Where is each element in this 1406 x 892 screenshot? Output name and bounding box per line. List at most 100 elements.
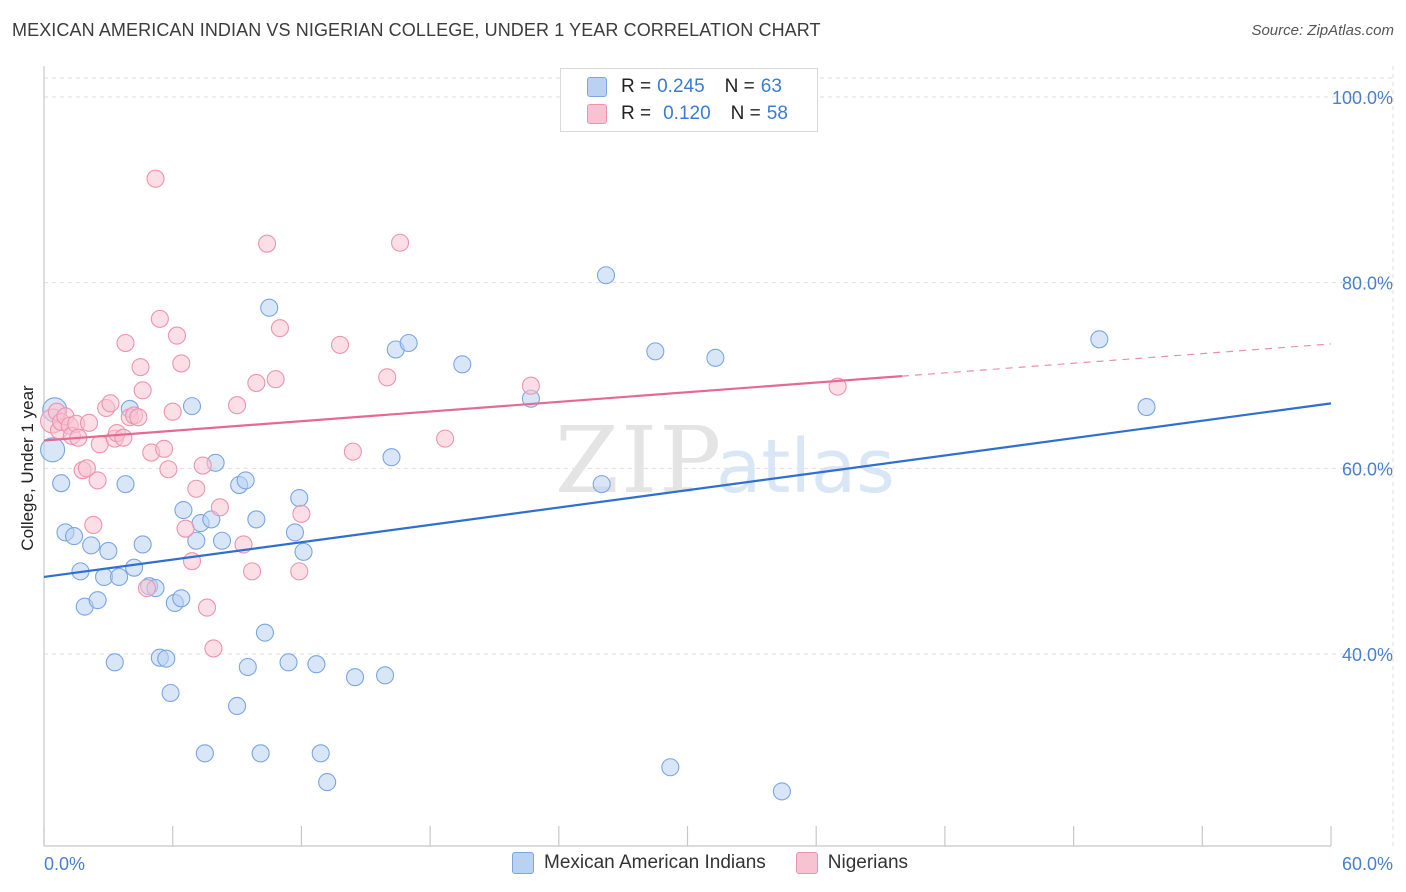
data-point (596, 266, 616, 285)
data-point (150, 309, 169, 328)
data-point (167, 326, 187, 345)
data-point (187, 479, 206, 498)
data-point (146, 169, 165, 188)
n-label: N = (730, 103, 761, 124)
data-point (84, 515, 103, 535)
data-point (52, 474, 71, 493)
data-point (436, 429, 455, 448)
n-value: 58 (766, 103, 788, 124)
y-tick-label: 80.0% (1342, 274, 1393, 294)
legend-item-nigerians[interactable]: Nigerians (795, 852, 908, 874)
data-point (131, 358, 150, 377)
trend-lines (43, 343, 1332, 579)
data-point (163, 402, 182, 421)
data-point (228, 396, 247, 415)
data-point (391, 233, 410, 252)
data-point (290, 562, 309, 581)
r-label: R = (621, 103, 652, 124)
data-point (125, 558, 144, 577)
data-point (40, 437, 66, 463)
data-point (266, 370, 285, 389)
trend-line-1 (43, 375, 903, 442)
data-point (661, 758, 680, 777)
legend-swatch-blue (512, 852, 534, 874)
source-label: Source: ZipAtlas.com (1251, 22, 1394, 39)
legend-swatch-pink (587, 104, 607, 124)
data-point (174, 501, 193, 520)
data-point (243, 562, 262, 581)
data-point (88, 471, 107, 490)
n-value: 63 (760, 76, 782, 97)
data-point (64, 527, 84, 546)
data-point (318, 773, 337, 792)
data-point (157, 649, 176, 668)
watermark: ZIP atlas (555, 407, 895, 514)
legend-swatch-blue (587, 77, 607, 97)
data-point (399, 333, 418, 353)
data-point (772, 782, 791, 801)
data-point (161, 683, 180, 703)
data-point (77, 459, 96, 478)
data-point (292, 504, 311, 523)
data-point (116, 475, 135, 494)
x-tick-label: 60.0% (1342, 854, 1393, 874)
data-point (330, 335, 350, 354)
data-point (116, 333, 135, 353)
y-tick-label: 100.0% (1332, 88, 1393, 108)
data-point (706, 348, 725, 367)
data-point (285, 523, 305, 542)
data-point (279, 653, 298, 672)
data-point (182, 397, 202, 416)
legend-item-mexican-american-indians[interactable]: Mexican American Indians (512, 852, 766, 874)
data-point (521, 376, 540, 395)
data-point (1137, 398, 1156, 417)
data-point (247, 510, 266, 529)
data-point (88, 591, 107, 610)
data-point (195, 744, 214, 763)
r-label: R = (621, 76, 652, 97)
data-point (307, 655, 326, 674)
y-tick-label: 40.0% (1342, 645, 1393, 665)
data-point (129, 408, 148, 427)
data-point (1090, 330, 1109, 349)
data-point (382, 448, 401, 467)
data-point (238, 657, 257, 677)
data-point (133, 381, 152, 400)
data-point (159, 460, 178, 479)
data-point (247, 373, 266, 392)
data-points (40, 169, 1156, 801)
data-point (236, 471, 255, 490)
data-point (260, 298, 279, 317)
r-value: 0.120 (663, 103, 711, 124)
data-point (228, 696, 247, 716)
data-point (828, 377, 847, 396)
watermark-zip: ZIP (555, 407, 723, 514)
stats-legend: R = 0.245 N = 63 R = 0.120 N = 58 (560, 68, 818, 132)
data-point (172, 354, 191, 373)
trend-line-dashed-1 (901, 343, 1332, 377)
x-tick-labels: 0.0% 60.0% (44, 854, 1393, 874)
data-point (592, 475, 611, 494)
data-point (212, 531, 232, 550)
watermark-atlas: atlas (716, 424, 895, 510)
data-point (343, 442, 362, 461)
data-point (294, 542, 313, 561)
data-point (258, 234, 277, 253)
data-point (251, 744, 270, 763)
series-mexican-american-indians (40, 266, 1156, 801)
y-tick-labels: 40.0% 60.0% 80.0% 100.0% (1332, 88, 1393, 665)
data-point (105, 653, 124, 672)
data-point (95, 567, 114, 586)
data-point (172, 589, 191, 608)
data-point (311, 744, 330, 763)
chart-title: MEXICAN AMERICAN INDIAN VS NIGERIAN COLL… (12, 20, 821, 40)
data-point (193, 456, 212, 475)
data-point (187, 531, 206, 550)
data-point (290, 488, 309, 508)
data-point (155, 439, 174, 458)
y-tick-label: 60.0% (1342, 459, 1393, 479)
data-point (82, 536, 101, 555)
data-point (376, 666, 395, 685)
data-point (137, 579, 157, 598)
